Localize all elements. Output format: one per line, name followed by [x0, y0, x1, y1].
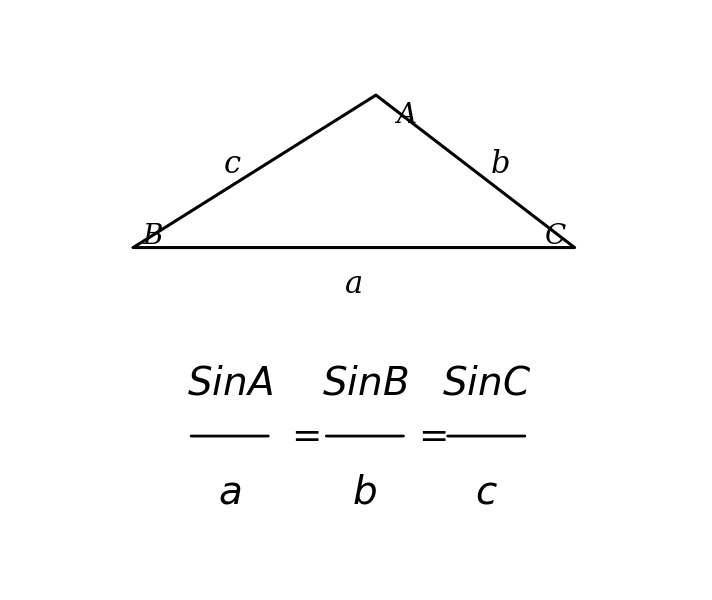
Text: $\mathit{c}$: $\mathit{c}$: [475, 475, 498, 512]
Text: a: a: [345, 269, 363, 300]
Text: C: C: [545, 223, 566, 250]
Text: c: c: [224, 149, 241, 180]
Text: b: b: [491, 149, 510, 180]
Text: $\mathit{Sin}C$: $\mathit{Sin}C$: [441, 365, 531, 403]
Text: $\mathit{a}$: $\mathit{a}$: [218, 475, 241, 512]
Text: A: A: [397, 103, 417, 130]
Text: B: B: [142, 223, 162, 250]
Text: $=$: $=$: [283, 418, 319, 452]
Text: $\mathit{Sin}A$: $\mathit{Sin}A$: [187, 365, 273, 403]
Text: $=$: $=$: [411, 418, 446, 452]
Text: $\mathit{b}$: $\mathit{b}$: [352, 475, 377, 512]
Text: $\mathit{Sin}B$: $\mathit{Sin}B$: [322, 365, 408, 403]
